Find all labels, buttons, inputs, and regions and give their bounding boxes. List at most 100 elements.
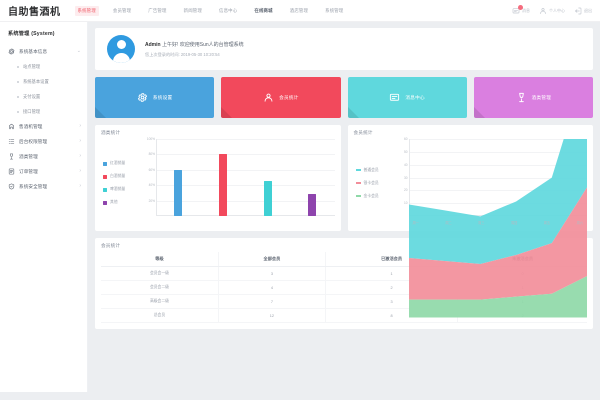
x-tick-label: 周五 xyxy=(543,221,551,225)
table-title: 会员统计 xyxy=(101,243,121,248)
sidebar-item-0[interactable]: 系统基本信息 ⌄ xyxy=(0,44,87,59)
nav-item-5[interactable]: 在线商城 xyxy=(254,7,273,13)
legend-label: 金卡会员 xyxy=(363,193,379,198)
area-chart-legend: 普通会员 银卡会员 金卡会员 xyxy=(354,139,396,227)
gridline xyxy=(408,177,587,179)
gridline xyxy=(408,203,587,205)
header-action-1[interactable]: 个人中心 xyxy=(539,7,565,15)
avatar xyxy=(107,35,135,63)
legend-label: 红酒销量 xyxy=(110,161,126,165)
legend-swatch xyxy=(355,195,361,197)
charts-row: 酒类统计 红酒销量 白酒销量 啤酒销量 其他 100% 80% 60% 40% 20% 会员统… xyxy=(95,125,593,318)
gridline xyxy=(156,139,335,140)
legend-label: 其他 xyxy=(110,200,118,204)
bar-chart-legend: 红酒销量白酒销量啤酒销量其他 xyxy=(101,139,143,227)
sidebar-subitem-label: 系统基本设置 xyxy=(23,78,49,84)
last-login-label: 您上次登录的时间: xyxy=(145,51,180,57)
sidebar-item-label: 售酒机管理 xyxy=(19,123,43,129)
logout-icon[interactable] xyxy=(574,7,582,15)
gridline xyxy=(408,151,587,153)
gridline xyxy=(156,154,335,156)
y-tick-label: 60 xyxy=(403,137,408,141)
chevron-right-icon[interactable]: › xyxy=(79,123,81,129)
header-action-2[interactable]: 退出 xyxy=(574,7,592,15)
top-header: 自助售酒机 系统管理 会员管理 广告管理 新闻管理 信息中心 在线商城 酒店管理 系统管理 消… xyxy=(0,0,600,22)
header-action-label: 退出 xyxy=(584,7,592,13)
nav-item-7[interactable]: 系统管理 xyxy=(325,7,344,13)
sidebar-item-4[interactable]: 订单管理 › xyxy=(0,164,87,179)
sidebar-item-2[interactable]: 后台权限管理 › xyxy=(0,134,87,149)
greeting-line: Admin 上午好! 欢迎使用Sun人的台管理系统 xyxy=(145,41,244,48)
bar-1 xyxy=(218,154,227,216)
area-layer-2 xyxy=(408,275,587,318)
y-tick-label: 100% xyxy=(146,137,155,141)
bullet-icon xyxy=(17,110,19,113)
bar-plot-area: 100% 80% 60% 40% 20% xyxy=(143,137,335,227)
y-axis-line xyxy=(156,139,157,216)
bar-chart-title: 酒类统计 xyxy=(101,130,121,135)
y-tick-label: 40% xyxy=(148,183,155,188)
quick-card-3[interactable]: 酒类管理 xyxy=(473,77,593,118)
chevron-right-icon[interactable]: › xyxy=(79,168,81,174)
vending-icon xyxy=(8,123,15,130)
sidebar-subitem-label: 支付设置 xyxy=(23,93,41,99)
nav-item-0[interactable]: 系统管理 xyxy=(74,5,99,16)
bar-2 xyxy=(263,181,272,216)
sidebar-item-3[interactable]: 酒类管理 › xyxy=(0,149,87,164)
legend-label: 啤酒销量 xyxy=(110,187,126,191)
sidebar-subitem-0-2[interactable]: 支付设置 xyxy=(0,89,87,104)
legend-item-2: 啤酒销量 xyxy=(103,187,143,192)
y-tick-label: 80% xyxy=(148,152,155,157)
bar-y-axis: 100% 80% 60% 40% 20% xyxy=(143,137,156,216)
quick-actions-row: 系统设置 会员统计 消息中心 酒类管理 xyxy=(95,77,593,118)
gear-icon xyxy=(137,92,148,103)
nav-item-4[interactable]: 信息中心 xyxy=(219,7,238,13)
quick-card-label: 系统设置 xyxy=(152,94,173,100)
shield-icon xyxy=(8,183,15,190)
legend-label: 白酒销量 xyxy=(110,174,126,178)
message-icon[interactable] xyxy=(512,7,520,15)
legend-item-0: 红酒销量 xyxy=(103,161,143,166)
list-icon xyxy=(8,138,15,145)
bullet-icon xyxy=(17,95,19,98)
chevron-right-icon[interactable]: › xyxy=(79,138,81,144)
area-chart-panel: 会员统计 普通会员 银卡会员 金卡会员 60 50 40 30 20 10 周一 周二 周三 周四周… xyxy=(347,125,593,318)
nav-item-6[interactable]: 酒店管理 xyxy=(289,7,309,13)
brand-title: 自助售酒机 xyxy=(8,7,61,18)
user-icon xyxy=(263,92,274,103)
nav-item-2[interactable]: 广告管理 xyxy=(148,7,167,13)
wine-icon xyxy=(8,153,15,160)
bar-series xyxy=(156,139,335,216)
quick-card-1[interactable]: 会员统计 xyxy=(221,77,341,118)
sidebar-subitem-0-0[interactable]: 站点管理 xyxy=(0,59,87,74)
legend-swatch xyxy=(103,200,107,205)
table-cell: 12 xyxy=(218,308,326,323)
sidebar-subitem-0-1[interactable]: 系统基本设置 xyxy=(0,74,87,89)
chevron-right-icon[interactable]: › xyxy=(79,183,81,189)
chevron-right-icon[interactable]: › xyxy=(79,153,81,159)
sidebar-item-5[interactable]: 系统安全管理 › xyxy=(0,179,87,194)
user-icon[interactable] xyxy=(539,7,547,15)
sidebar-subitem-0-3[interactable]: 接口管理 xyxy=(0,104,87,119)
corner-accent xyxy=(95,107,106,118)
header-action-0[interactable]: 消息 xyxy=(512,4,530,15)
sidebar-item-label: 系统安全管理 xyxy=(19,183,48,189)
chevron-down-icon[interactable]: ⌄ xyxy=(76,48,81,54)
settings-icon xyxy=(8,48,15,55)
table-cell: 总会员 xyxy=(101,308,219,323)
quick-card-0[interactable]: 系统设置 xyxy=(95,77,215,118)
table-cell: 7 xyxy=(218,294,326,309)
area-layer-0 xyxy=(408,139,587,264)
table-cell: 3 xyxy=(218,266,326,281)
sidebar-subitem-label: 站点管理 xyxy=(23,63,41,69)
nav-item-1[interactable]: 会员管理 xyxy=(112,7,132,13)
bullet-icon xyxy=(17,65,19,68)
gridline xyxy=(408,164,587,166)
quick-card-2[interactable]: 消息中心 xyxy=(347,77,467,118)
bar-gridlines xyxy=(156,139,335,216)
legend-swatch xyxy=(103,174,107,179)
y-tick-label: 60% xyxy=(148,167,155,172)
nav-item-3[interactable]: 新闻管理 xyxy=(183,7,202,13)
sidebar-item-1[interactable]: 售酒机管理 › xyxy=(0,119,87,134)
header-actions: 消息 个人中心 退出 xyxy=(512,4,594,15)
